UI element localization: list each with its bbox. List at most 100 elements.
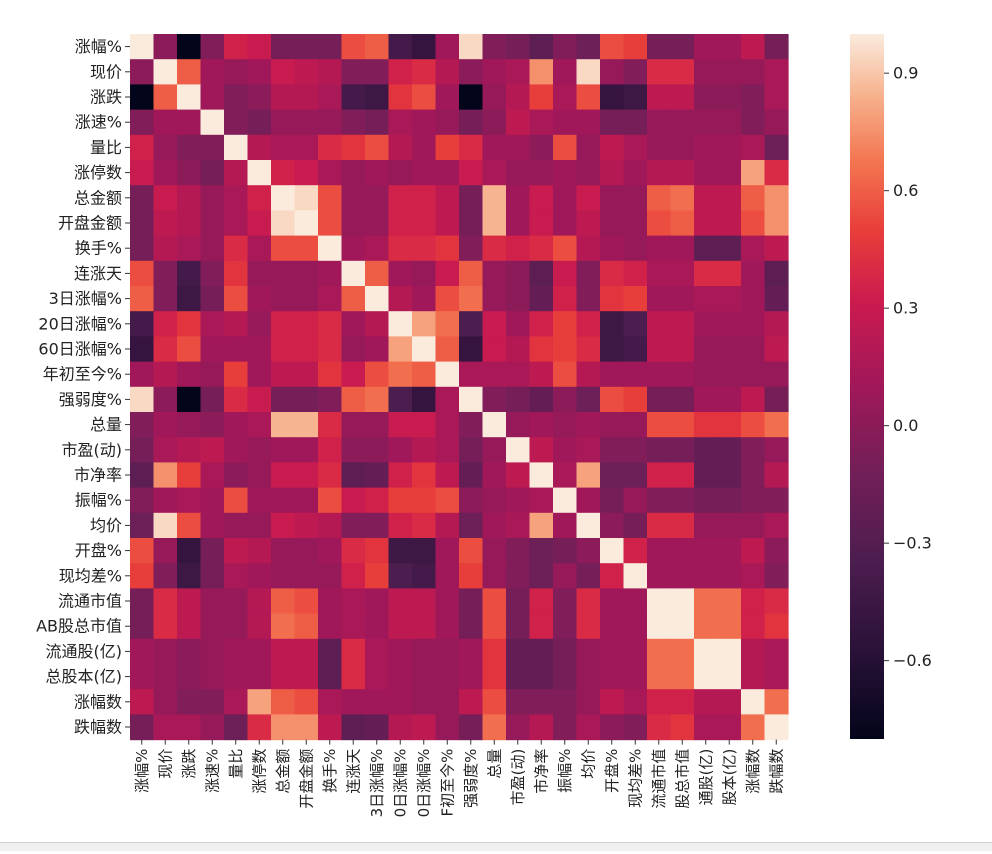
heatmap-cell (130, 235, 155, 262)
heatmap-cell (388, 412, 413, 438)
heatmap-cell (694, 286, 719, 312)
heatmap-cell (670, 84, 695, 111)
heatmap-cell (318, 588, 343, 615)
heatmap-cell (623, 437, 648, 463)
heatmap-cell (271, 134, 296, 161)
heatmap-cell (459, 638, 484, 665)
heatmap-cell (294, 689, 319, 715)
heatmap-cell (623, 84, 648, 111)
heatmap-cell (435, 714, 460, 741)
row-label: 总量 (90, 415, 122, 434)
heatmap-cell (741, 386, 766, 413)
heatmap-cell (200, 260, 225, 287)
heatmap-cell (741, 336, 766, 363)
heatmap-cell (670, 512, 695, 539)
heatmap-cell (764, 311, 789, 337)
heatmap-cell (482, 311, 507, 337)
heatmap-cell (224, 336, 249, 363)
heatmap-cell (741, 210, 766, 237)
heatmap-cell (153, 59, 178, 85)
heatmap-cell (341, 235, 366, 262)
heatmap-cell (623, 185, 648, 211)
heatmap-cell (529, 260, 554, 287)
heatmap-cell (459, 311, 484, 337)
heatmap-cell (341, 638, 366, 665)
row-label: 跌幅数 (74, 718, 122, 737)
heatmap-cell (482, 563, 507, 589)
heatmap-cell (553, 613, 578, 640)
heatmap-cell (600, 462, 625, 489)
heatmap-cell (482, 286, 507, 312)
column-label: 换手% (321, 749, 339, 793)
heatmap-cell (294, 34, 319, 60)
heatmap-cell (318, 84, 343, 111)
heatmap-cell (318, 210, 343, 237)
heatmap-cell (717, 109, 742, 136)
heatmap-cell (741, 286, 766, 312)
heatmap-cell (764, 84, 789, 111)
row-label: 3日涨幅% (49, 289, 122, 308)
heatmap-cell (459, 260, 484, 287)
heatmap-cell (506, 59, 531, 85)
heatmap-cell (553, 412, 578, 438)
heatmap-cell (224, 361, 249, 388)
heatmap-cell (459, 59, 484, 85)
heatmap-cell (318, 462, 343, 489)
heatmap-cell (247, 134, 272, 161)
heatmap-cell (318, 412, 343, 438)
heatmap-cell (694, 109, 719, 136)
column-label: 涨幅数 (744, 749, 762, 794)
heatmap-cell (506, 84, 531, 111)
heatmap-cell (623, 34, 648, 60)
heatmap-cell (717, 689, 742, 715)
heatmap-cell (412, 260, 437, 287)
heatmap-cell (224, 210, 249, 237)
heatmap-cell (224, 160, 249, 186)
heatmap-cell (623, 386, 648, 413)
heatmap-cell (247, 386, 272, 413)
heatmap-cell (130, 664, 155, 690)
heatmap-cell (318, 563, 343, 589)
heatmap-cell (318, 689, 343, 715)
heatmap-cell (200, 336, 225, 363)
heatmap-cell (271, 613, 296, 640)
heatmap-cell (459, 84, 484, 111)
heatmap-cell (529, 664, 554, 690)
heatmap-cell (130, 311, 155, 337)
heatmap-cell (553, 134, 578, 161)
heatmap-cell (623, 462, 648, 489)
heatmap-cell (247, 361, 272, 388)
heatmap-cell (459, 109, 484, 136)
heatmap-cell (459, 538, 484, 564)
heatmap-cell (200, 437, 225, 463)
heatmap-cell (647, 563, 672, 589)
heatmap-cell (647, 361, 672, 388)
heatmap-cell (506, 563, 531, 589)
heatmap-cell (200, 613, 225, 640)
heatmap-cell (271, 714, 296, 741)
heatmap-cell (224, 437, 249, 463)
heatmap-cell (318, 361, 343, 388)
heatmap-cell (741, 613, 766, 640)
heatmap-cell (482, 210, 507, 237)
heatmap-cell (623, 59, 648, 85)
heatmap-cell (553, 487, 578, 514)
heatmap-cell (600, 437, 625, 463)
heatmap-cell (647, 84, 672, 111)
heatmap-cell (247, 59, 272, 85)
heatmap-cell (670, 160, 695, 186)
heatmap-cell (623, 689, 648, 715)
heatmap-cell (482, 361, 507, 388)
heatmap-cell (153, 512, 178, 539)
heatmap-cell (553, 563, 578, 589)
column-label: 连涨天 (344, 749, 362, 794)
heatmap-cell (247, 286, 272, 312)
heatmap-cell (482, 412, 507, 438)
heatmap-cell (741, 361, 766, 388)
heatmap-cell (294, 286, 319, 312)
heatmap-cell (576, 613, 601, 640)
heatmap-cell (741, 512, 766, 539)
heatmap-cell (365, 361, 390, 388)
heatmap-cell (670, 210, 695, 237)
